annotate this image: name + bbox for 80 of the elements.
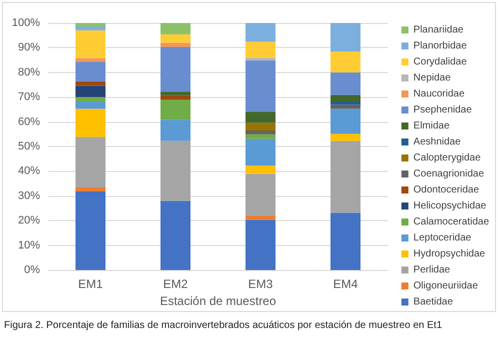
- bar: [160, 140, 190, 201]
- bar: [160, 95, 190, 100]
- y-tick-label: 0%: [24, 264, 40, 276]
- y-tick-label: 90%: [18, 42, 40, 54]
- bar: [330, 102, 360, 105]
- legend-label: Planorbidae: [413, 40, 468, 52]
- x-tick-label: EM4: [333, 277, 358, 291]
- bar: [76, 102, 106, 109]
- legend-label: Planariidae: [413, 24, 464, 36]
- y-tick-label: 30%: [18, 190, 40, 202]
- bar: [246, 174, 276, 216]
- bar: [76, 97, 106, 102]
- bar: [160, 23, 190, 34]
- bar: [160, 100, 190, 120]
- text: Figura 2. Porcentaje de familias de macroinvertebrados acuáticos por estación de muestreo en Et1: [4, 320, 442, 331]
- y-tick-label: 50%: [18, 140, 40, 152]
- x-tick-label: EM3: [248, 277, 274, 291]
- bar: [76, 58, 106, 62]
- bar: [76, 108, 106, 137]
- bar: [76, 188, 106, 192]
- legend-label: Calamoceratidae: [413, 216, 490, 228]
- legend-label: Aeshnidae: [413, 136, 462, 148]
- bar: [246, 23, 276, 42]
- y-tick-label: 80%: [18, 66, 40, 78]
- legend-label: Odontoceridae: [413, 184, 480, 196]
- bar: [160, 46, 190, 92]
- bar: [330, 134, 360, 141]
- y-tick-label: 60%: [18, 116, 40, 128]
- bar: [330, 52, 360, 72]
- bar: [330, 108, 360, 134]
- legend-label: Corydalidae: [413, 56, 468, 68]
- legend-label: Leptoceridae: [413, 232, 472, 244]
- legend-label: Perlidae: [413, 264, 451, 276]
- bar: [246, 138, 276, 166]
- bar: [330, 94, 360, 102]
- bar: [246, 166, 276, 174]
- bar: [330, 23, 360, 52]
- bar: [246, 112, 276, 123]
- bar: [76, 136, 106, 188]
- x-axis-title: Estación de muestreo: [160, 294, 276, 308]
- bar: [246, 134, 276, 139]
- legend-label: Calopterygidae: [413, 152, 482, 164]
- x-tick-label: EM1: [78, 277, 104, 291]
- bar: [76, 30, 106, 58]
- bar: [76, 62, 106, 82]
- y-tick-label: 20%: [18, 214, 40, 227]
- bar: [246, 58, 276, 60]
- legend-label: Helicopsychidae: [413, 200, 487, 212]
- y-tick-label: 40%: [18, 165, 40, 178]
- legend-label: Oligoneuriidae: [413, 280, 478, 292]
- bar: [160, 92, 190, 96]
- bar: [76, 86, 106, 98]
- legend-label: Naucoridae: [413, 88, 465, 100]
- x-tick-label: EM2: [163, 277, 188, 291]
- legend-label: Baetidae: [413, 296, 454, 308]
- y-tick-label: 70%: [18, 91, 40, 104]
- bar: [160, 200, 190, 270]
- legend-label: Nepidae: [413, 72, 452, 84]
- bar: [246, 220, 276, 270]
- bar: [330, 212, 360, 270]
- bar: [160, 34, 190, 43]
- bar: [246, 60, 276, 112]
- bar: [160, 120, 190, 141]
- bar: [76, 26, 106, 30]
- bar: [76, 191, 106, 270]
- bar: [246, 216, 276, 220]
- legend-label: Psephenidae: [413, 104, 472, 116]
- legend-label: Coenagrionidae: [413, 168, 484, 180]
- bar: [330, 72, 360, 95]
- y-tick-label: 100%: [12, 17, 40, 29]
- bar: [76, 23, 106, 26]
- bar: [246, 130, 276, 134]
- bar: [76, 81, 106, 86]
- legend-label: Elmidae: [413, 120, 450, 132]
- bar: [330, 140, 360, 213]
- y-tick-label: 10%: [18, 239, 40, 252]
- bar: [246, 42, 276, 58]
- bar: [160, 42, 190, 47]
- legend-label: Hydropsychidae: [413, 248, 486, 260]
- bar: [246, 122, 276, 130]
